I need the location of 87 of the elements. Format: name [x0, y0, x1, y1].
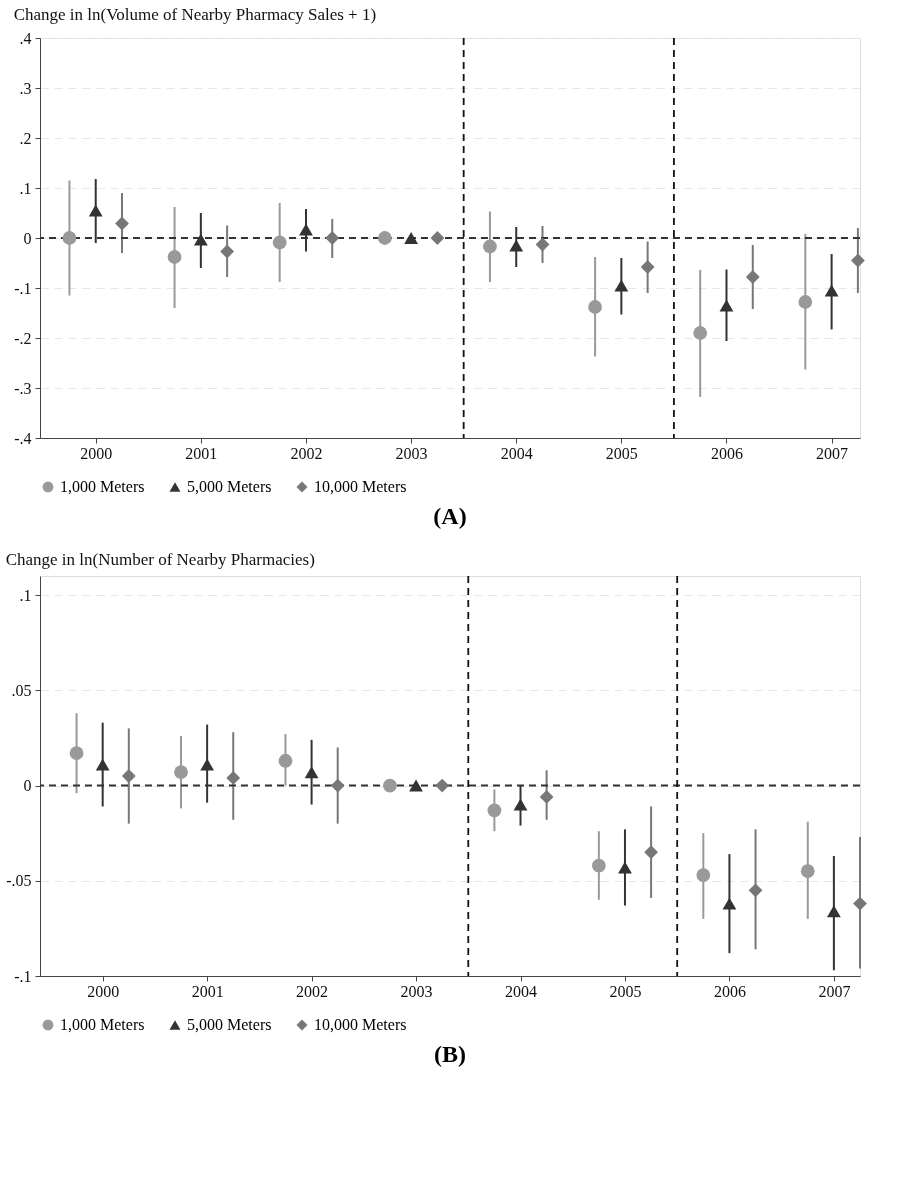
y-tick-label: .1: [19, 586, 32, 604]
point: [826, 905, 841, 918]
y-tick-label: -.2: [14, 329, 32, 347]
point: [487, 803, 502, 818]
legend-label: 1,000 Meters: [60, 1016, 145, 1033]
x-tick-label: 2005: [605, 444, 638, 462]
point: [644, 845, 658, 860]
point: [640, 260, 655, 274]
text: (B): [434, 1041, 466, 1067]
y-tick-label: -.4: [14, 429, 32, 447]
point: [278, 753, 293, 768]
point: [121, 769, 136, 783]
point: [748, 883, 763, 898]
chart-title: Change in ln(Volume of Nearby Pharmacy Sales + 1): [13, 5, 377, 24]
y-tick-label: 0: [23, 229, 32, 247]
x-tick-label: 2003: [395, 444, 428, 462]
point: [383, 778, 397, 793]
point: [330, 778, 345, 793]
y-tick-label: .3: [19, 79, 32, 97]
legend-label: 10,000 Meters: [314, 1016, 407, 1033]
point: [69, 746, 84, 761]
point: [591, 858, 606, 873]
point: [377, 231, 392, 245]
point: [404, 232, 418, 244]
legend-label: 1,000 Meters: [60, 478, 145, 495]
chart-title: Change in ln(Number of Nearby Pharmacies): [5, 550, 315, 570]
point: [513, 798, 528, 811]
y-tick-label: -.1: [14, 279, 32, 297]
y-tick-label: -.05: [6, 872, 32, 890]
x-tick-label: 2004: [500, 444, 533, 462]
y-tick-label: -.3: [14, 379, 32, 397]
legend-label: 10,000 Meters: [314, 478, 407, 495]
point: [824, 284, 839, 297]
point: [430, 231, 445, 245]
point: [798, 295, 813, 309]
x-tick-label: 2007: [816, 444, 849, 462]
point: [853, 896, 867, 911]
x-tick-label: 2001: [185, 444, 218, 462]
point: [174, 765, 188, 780]
y-tick-label: .05: [11, 681, 32, 699]
point: [304, 766, 319, 779]
y-tick-label: -.1: [14, 967, 32, 985]
x-tick-label: 2000: [87, 982, 120, 1000]
point: [226, 771, 241, 785]
point: [272, 235, 287, 250]
point: [614, 279, 629, 292]
point: [745, 270, 760, 284]
x-tick-label: 2002: [296, 982, 329, 1000]
x-tick-label: 2005: [609, 982, 642, 1000]
point: [62, 231, 77, 245]
point: [588, 300, 602, 314]
point: [539, 790, 554, 804]
point: [483, 239, 497, 254]
point: [851, 253, 865, 268]
point: [115, 216, 129, 231]
x-tick-label: 2002: [290, 444, 323, 462]
point: [435, 778, 450, 793]
point: [220, 244, 235, 259]
y-tick-label: 0: [23, 777, 32, 795]
point: [696, 868, 711, 882]
point: [693, 326, 708, 340]
point: [719, 299, 734, 312]
x-tick-label: 2004: [505, 982, 538, 1000]
legend-label: 5,000 Meters: [187, 1016, 272, 1033]
y-tick-label: .4: [19, 29, 32, 47]
text: (A): [433, 503, 467, 529]
point: [409, 779, 423, 792]
x-tick-label: 2007: [818, 982, 851, 1000]
legend-label: 5,000 Meters: [187, 478, 272, 495]
point: [299, 223, 313, 236]
x-tick-label: 2000: [80, 444, 113, 462]
x-tick-label: 2006: [710, 444, 743, 462]
point: [509, 239, 524, 252]
x-tick-label: 2001: [191, 982, 224, 1000]
point: [325, 231, 340, 245]
point: [88, 204, 103, 217]
point: [618, 861, 632, 874]
point: [167, 250, 182, 264]
point: [722, 897, 737, 910]
point: [95, 758, 110, 771]
point: [800, 864, 815, 879]
x-tick-label: 2006: [713, 982, 746, 1000]
point: [193, 233, 208, 246]
x-tick-label: 2003: [400, 982, 433, 1000]
y-tick-label: .1: [19, 179, 32, 197]
y-tick-label: .2: [19, 129, 32, 147]
point: [200, 758, 215, 771]
